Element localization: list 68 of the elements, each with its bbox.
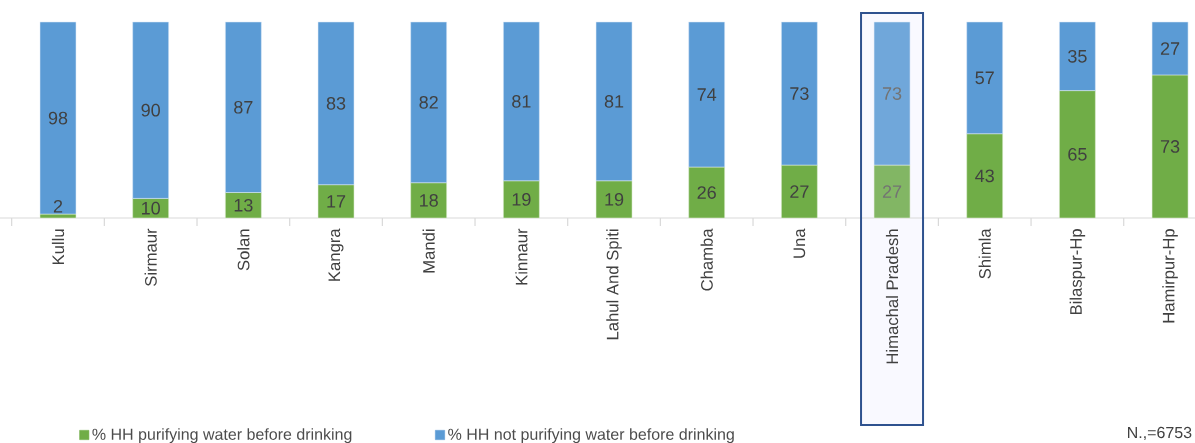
data-label: 10 <box>142 201 160 215</box>
bar <box>688 21 725 168</box>
data-label: 83 <box>326 96 346 110</box>
data-label: 73 <box>790 87 809 100</box>
bar <box>225 21 262 193</box>
bar <box>225 192 262 219</box>
data-label: 43 <box>975 169 994 183</box>
bar <box>132 21 169 199</box>
bar <box>410 21 447 183</box>
data-label: 90 <box>141 103 160 117</box>
data-label: 18 <box>420 193 438 207</box>
bar <box>595 21 633 182</box>
bar <box>503 180 540 219</box>
text: N.,=6753 <box>1128 426 1192 441</box>
bar <box>317 21 355 185</box>
x-tick-label: Mandi <box>422 229 435 273</box>
data-label: 81 <box>604 95 624 108</box>
bar <box>1151 74 1189 219</box>
x-tick-label: Hamirpur-Hp <box>1162 229 1178 323</box>
data-label: 27 <box>882 185 902 198</box>
data-label: 17 <box>327 195 346 208</box>
bar <box>966 133 1003 219</box>
bar <box>595 180 633 219</box>
bar <box>873 21 911 166</box>
data-label: 65 <box>1068 147 1087 161</box>
bar <box>1059 90 1096 219</box>
bar <box>873 164 911 219</box>
data-label: 74 <box>697 88 717 101</box>
data-label: 35 <box>1068 49 1087 63</box>
bar <box>1151 21 1189 76</box>
bar <box>39 213 77 219</box>
data-label: 73 <box>1160 140 1180 153</box>
x-tick-label: Lahul And Spiti <box>606 229 622 340</box>
data-label: 73 <box>882 87 902 100</box>
x-tick-label: Sirmaur <box>144 228 157 286</box>
bar <box>503 21 540 182</box>
data-label: 19 <box>512 193 531 206</box>
x-tick-label: Kullu <box>51 229 65 265</box>
x-tick-label: Himachal Pradesh <box>885 229 899 364</box>
data-label: 26 <box>697 186 716 199</box>
bar <box>317 184 355 219</box>
bar <box>966 21 1003 134</box>
x-tick-label: Solan <box>237 229 250 271</box>
data-label: 81 <box>512 95 531 108</box>
x-tick-label: Shimla <box>978 228 991 279</box>
bar <box>781 21 818 166</box>
legend-label: % HH not purifying water before drinking <box>448 428 734 443</box>
data-label: 87 <box>234 100 253 114</box>
legend-label: % HH purifying water before drinking <box>92 428 352 443</box>
data-label: 57 <box>975 71 994 85</box>
x-tick-label: Bilaspur-Hp <box>1069 229 1086 315</box>
data-label: 82 <box>419 95 438 109</box>
bar <box>39 21 77 215</box>
data-label: 98 <box>48 111 68 125</box>
bar <box>781 164 818 219</box>
data-label: 19 <box>605 193 624 206</box>
data-label: 2 <box>53 199 63 213</box>
x-tick-label: Kangra <box>328 228 344 281</box>
x-tick-label: Kinnaur <box>515 228 528 285</box>
data-label: 27 <box>790 185 809 198</box>
data-label: 27 <box>1160 42 1180 55</box>
bar <box>132 198 169 219</box>
x-tick-label: Una <box>793 228 806 258</box>
x-tick-label: Chamba <box>700 228 713 291</box>
bar <box>688 166 725 219</box>
bar <box>1059 21 1096 91</box>
bar <box>410 182 447 219</box>
data-label: 13 <box>234 198 253 212</box>
